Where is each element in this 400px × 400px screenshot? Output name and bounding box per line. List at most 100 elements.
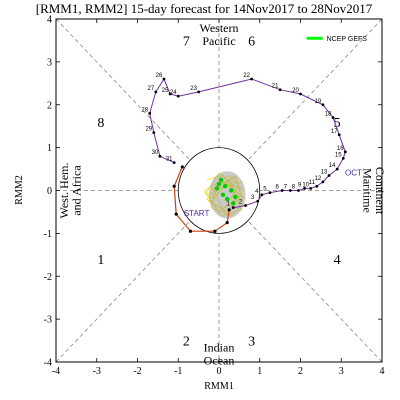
forecast-day-point [256, 199, 260, 203]
forecast-day-point [260, 193, 264, 197]
forecast-day-point [278, 88, 282, 92]
oct-annotation: OCT [345, 168, 362, 177]
observed-point [180, 165, 184, 169]
phase-number-label: 8 [97, 116, 104, 131]
region-label-right: Continent [373, 167, 387, 215]
forecast-day-point [152, 131, 156, 135]
x-tick-label: -2 [133, 366, 141, 377]
x-tick-label: -4 [52, 366, 60, 377]
observed-point [225, 221, 229, 225]
forecast-day-label: 3 [251, 195, 255, 201]
x-tick-label: 3 [339, 366, 344, 377]
y-tick-label: -2 [44, 272, 52, 283]
forecast-day-label: 4 [255, 189, 259, 195]
forecast-day-point [250, 77, 254, 81]
y-tick-label: -4 [44, 358, 52, 369]
phase-number-label: 6 [248, 34, 255, 49]
y-tick-label: 3 [47, 57, 52, 68]
y-tick-label: -1 [44, 229, 52, 240]
forecast-day-point [303, 186, 306, 190]
phase-number-label: 3 [248, 335, 255, 350]
forecast-day-label: 1 [227, 202, 231, 208]
region-label-left: West. Hem. [57, 162, 71, 218]
phase-number-label: 4 [334, 253, 341, 268]
x-tick-label: -1 [174, 366, 182, 377]
forecast-day-label: 6 [275, 185, 279, 191]
forecast-day-point [327, 174, 331, 177]
forecast-day-point [337, 133, 341, 137]
phase-number-label: 5 [334, 116, 341, 131]
forecast-day-label: 26 [156, 73, 163, 79]
y-tick-label: -3 [44, 315, 52, 326]
x-tick-label: 1 [257, 366, 262, 377]
region-label-bottom: Indian [204, 340, 235, 354]
forecast-day-label: 27 [147, 86, 154, 92]
y-axis-title: RMM2 [14, 175, 25, 204]
forecast-day-point [268, 191, 272, 195]
region-label-top: Western [199, 21, 238, 35]
ensemble-mean-point [229, 188, 234, 193]
forecast-day-label: 19 [315, 99, 322, 105]
y-tick-label: 1 [47, 143, 52, 154]
observed-point [174, 212, 178, 216]
forecast-day-label: 20 [292, 88, 299, 94]
ensemble-mean-point [220, 192, 226, 197]
forecast-day-label: 15 [335, 152, 342, 158]
forecast-day-point [335, 167, 339, 171]
chart-legend: NCEP GEFS [306, 36, 368, 43]
forecast-day-label: 21 [272, 84, 279, 90]
y-tick-label: 2 [47, 100, 52, 111]
forecast-day-point [341, 156, 345, 160]
forecast-day-label: 14 [329, 163, 336, 169]
observed-point [188, 229, 193, 233]
diagonal-line [55, 18, 383, 363]
region-label-bottom: Ocean [204, 353, 235, 367]
ensemble-mean-point [222, 184, 228, 189]
ensemble-mean-point [224, 196, 230, 202]
forecast-day-label: 23 [190, 86, 197, 92]
forecast-day-label: 11 [309, 180, 316, 186]
forecast-day-point [172, 161, 176, 165]
forecast-day-point [162, 77, 166, 81]
ensemble-mean-point [231, 201, 236, 206]
forecast-day-point [244, 204, 247, 207]
forecast-day-label: 16 [337, 146, 344, 152]
forecast-day-label: 29 [145, 127, 152, 133]
forecast-day-label: 12 [315, 176, 322, 182]
forecast-day-label: 5 [263, 187, 267, 193]
x-tick-label: 2 [298, 366, 303, 377]
forecast-day-point [297, 189, 300, 192]
legend-entry-label: NCEP GEFS [327, 36, 368, 43]
forecast-day-point [321, 180, 325, 184]
forecast-day-point [154, 90, 158, 94]
forecast-day-label: 8 [292, 185, 296, 191]
forecast-day-label: 25 [162, 88, 169, 94]
x-axis-title: RMM1 [204, 381, 233, 392]
ensemble-mean-point [216, 181, 222, 187]
forecast-day-label: 10 [302, 182, 309, 188]
y-tick-label: 4 [47, 15, 52, 26]
forecast-series: 1 234 5 6 7 8 9 10 11121314151617181920212223242… [141, 73, 362, 233]
phase-number-label: 2 [183, 335, 190, 350]
forecast-day-label: 17 [331, 129, 338, 135]
forecast-day-label: 7 [284, 185, 288, 191]
forecast-day-label: 31 [166, 157, 173, 163]
region-label-top: Pacific [202, 34, 235, 48]
y-tick-label: 0 [47, 186, 52, 197]
forecast-day-point [176, 94, 180, 98]
x-tick-label: 4 [380, 366, 385, 377]
forecast-day-point [299, 92, 302, 96]
forecast-day-label: 22 [243, 73, 250, 79]
forecast-day-point [280, 189, 284, 192]
forecast-day-label: 2 [239, 200, 243, 206]
forecast-day-label: 24 [170, 90, 177, 96]
phase-number-label: 7 [183, 34, 190, 49]
forecast-day-label: 9 [298, 182, 302, 188]
forecast-day-point [343, 150, 347, 154]
observed-point [172, 184, 176, 188]
